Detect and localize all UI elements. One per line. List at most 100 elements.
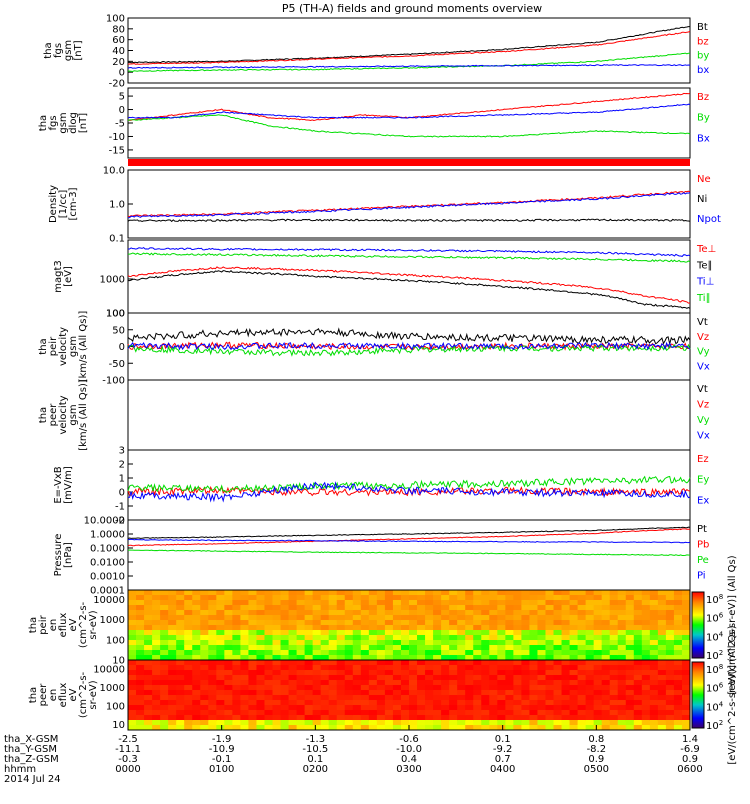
ytick-label: 100 [106,309,125,320]
ylabel: [km/s (All Qs)] [78,379,89,451]
legend-entry: bx [697,65,709,76]
legend-entry: Vy [697,415,710,426]
legend-entry: Bt [697,22,708,33]
xaxis-tick-y: -10.0 [396,744,422,755]
panel-frame [127,87,691,159]
legend-entry: Ex [697,495,709,506]
xaxis-row-label: tha_X-GSM [4,734,58,745]
legend-entry: Vx [697,431,710,442]
xaxis-tick-y: -9.2 [493,744,513,755]
series-line-Ti∥ [128,252,691,263]
xaxis-tick-y: -11.1 [115,744,141,755]
series-line-by [127,52,691,73]
ylabel: tha [38,338,49,354]
xaxis-tick-t: 0000 [115,764,140,775]
ylabel: fgs [48,115,59,130]
legend-entry: Vz [697,332,709,343]
colorbar-label: [eV/(cm^2-s-sr-eV)] (All Qs) [727,625,738,764]
ytick-label: -15 [109,145,125,156]
ylabel: peir [38,614,49,634]
panel-frame [127,17,691,84]
xaxis-tick-t: 0600 [677,764,702,775]
page-title: P5 (TH-A) fields and ground moments over… [282,2,542,15]
xaxis-tick-y: -10.9 [209,744,235,755]
ytick-label: 1000 [100,274,125,285]
legend-entry: Ti∥ [696,293,711,304]
ylabel: [1/cc] [58,190,69,219]
series-line-Bz [127,92,691,122]
legend-entry: Te∥ [696,260,713,271]
series-line-Bt [127,26,690,64]
ylabel: [nPa] [63,542,74,568]
ylabel: tha [28,617,39,633]
ylabel: [km/s (All Qs)] [78,311,89,383]
xaxis-tick-t: 0200 [303,764,328,775]
legend-entry: Vt [697,384,708,395]
panel-pressure: 10.0000 1.0000 0.1000 0.0100 0.0010 0.0001 Pre… [53,516,709,597]
legend-entry: Pt [697,524,707,535]
ytick-label: 40 [112,46,125,57]
ytick-label: 0 [119,68,125,79]
ylabel: tha [38,407,49,423]
series-line-Ne [127,190,691,218]
series-line-Pe [127,549,691,557]
panel-frame [127,449,691,521]
ylabel: tha [38,115,49,131]
ytick-label: -20 [109,79,125,90]
xaxis-tick-z: -0.1 [212,754,232,765]
panel-frame [127,379,691,451]
ylabel: velocity [58,327,69,366]
ylabel: eV [68,618,79,631]
legend-entry: Ez [697,454,709,465]
ytick-label: 1.0000 [90,530,125,541]
ylabel: en [48,689,59,702]
xaxis-tick-z: 0.7 [495,754,511,765]
ylabel: tha [43,42,54,58]
ylabel: Density [48,185,59,223]
ytick-label: 100 [106,14,125,25]
ylabel: peir [48,336,59,356]
spectrogram-cells [128,590,691,661]
xaxis-tick-x: 0.8 [588,734,604,745]
ylabel: Pressure [53,534,64,577]
ylabel: gsm [63,40,74,61]
xaxis-tick-z: -0.3 [118,754,138,765]
ylabel: E=-VxB [53,466,64,503]
series-line-Te⊥ [127,266,691,304]
colorbar-tick: 104 [706,630,724,643]
legend-entry: Vt [697,317,708,328]
panel-peir_velocity: 100 50 0 -50 -100 tha peir velocity gsm [km/s (Al… [38,309,710,387]
ytick-label: 10.0000 [84,516,125,527]
series-line-Pb [127,528,691,547]
colorbar-tick: 108 [706,663,723,676]
series-line-By [127,114,691,138]
ytick-label: 1.0 [109,200,125,211]
ylabel: fgs [53,43,64,58]
ylabel: gsm [68,404,79,425]
panel-temperature: 1000 100 magt3 [eV] Te⊥ Te∥ Ti⊥ Ti∥ [53,239,716,320]
xaxis-tick-z: 0.9 [682,754,698,765]
xaxis-tick-t: 0100 [209,764,234,775]
ylabel: peer [48,403,59,427]
ylabel: eV [68,688,79,701]
colorbar-label: [eV/(cm^2-s-sr-eV)] (All Qs) [727,555,738,694]
legend-entry: Bz [697,92,709,103]
ytick-label: 100 [106,309,125,320]
xaxis-tick-x: 0.1 [495,734,511,745]
ytick-label: 20 [112,57,125,68]
panel-fgs_dlog: 5 0 -5 -10 -15 tha fgs gsm dlog [nT] Bz By Bx [38,87,710,159]
series-line-Pt [127,526,691,539]
legend-entry: Pe [697,555,709,566]
ylabel: tha [28,687,39,703]
ytick-label: 5 [119,92,125,103]
series-line-Ex [127,481,691,503]
legend-entry: Npot [697,214,721,225]
ytick-label: 10000 [93,664,125,675]
quality-flag-bar [128,159,690,166]
ytick-label: 10.0 [103,166,125,177]
legend-entry: Vx [697,361,710,372]
series-line-Vy [127,343,691,357]
legend-entry: Bx [697,133,710,144]
xaxis-row-label: tha_Z-GSM [4,754,59,765]
